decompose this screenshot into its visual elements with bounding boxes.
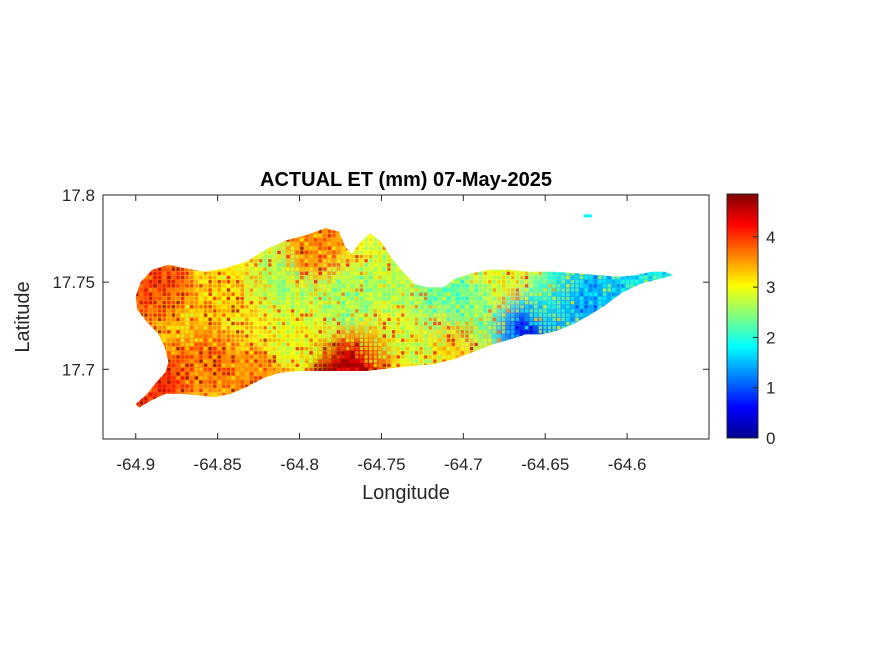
y-axis-label: Latitude [12,281,34,352]
colorbar-bar [726,193,759,439]
colorbar: 0 1 2 3 4 [726,193,775,448]
colorbar-tick-label: 3 [766,278,775,297]
y-tick-label: 17.75 [52,273,95,292]
x-axis-ticks: -64.9 -64.85 -64.8 -64.75 -64.7 -64.65 -64.6 [116,195,646,474]
colorbar-tick-label: 0 [766,429,775,448]
colorbar-tick-label: 1 [766,379,775,398]
x-tick-label: -64.65 [521,455,569,474]
x-axis-label: Longitude [362,482,450,504]
x-tick-label: -64.7 [444,455,483,474]
chart-title: ACTUAL ET (mm) 07-May-2025 [260,169,552,191]
x-tick-label: -64.75 [357,455,405,474]
islet [583,214,592,218]
colorbar-tick-label: 4 [766,228,775,247]
y-tick-label: 17.8 [62,186,95,205]
islets [583,214,592,218]
y-tick-label: 17.7 [62,360,95,379]
y-axis-ticks: 17.7 17.75 17.8 [52,186,709,379]
x-tick-label: -64.85 [194,455,242,474]
colorbar-ticks: 0 1 2 3 4 [753,228,775,448]
colorbar-tick-label: 2 [766,328,775,347]
x-tick-label: -64.9 [116,455,155,474]
x-tick-label: -64.8 [280,455,319,474]
x-tick-label: -64.6 [608,455,647,474]
